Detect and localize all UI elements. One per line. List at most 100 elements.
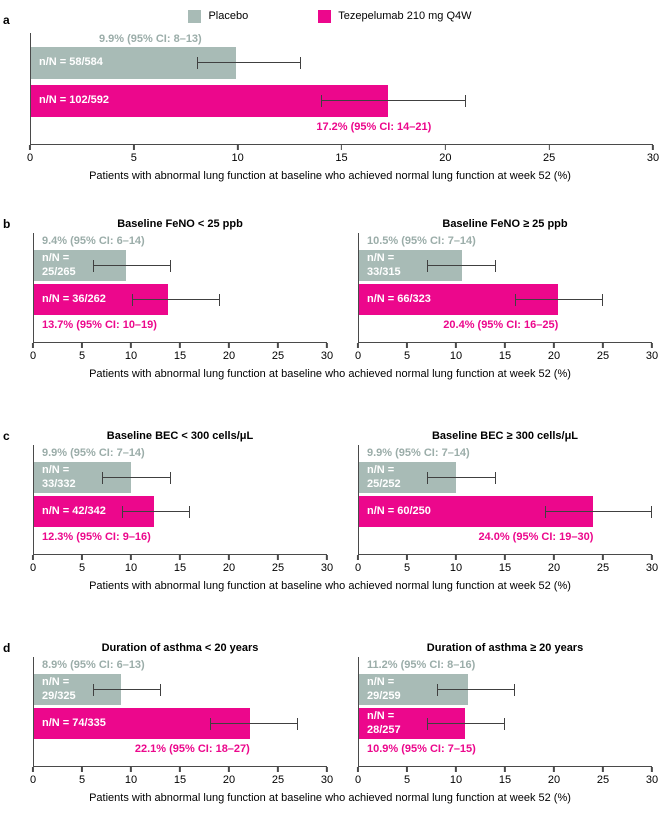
tezepelumab-ci-row: 17.2% (95% CI: 14–21): [31, 117, 653, 135]
tezepelumab-ci-row: 12.3% (95% CI: 9–16): [34, 527, 327, 547]
chart-bec-ge-300: Baseline BEC ≥ 300 cells/μL 9.9% (95% CI…: [355, 429, 658, 577]
tick-label: 5: [403, 774, 411, 786]
axis-tick: 15: [335, 145, 348, 164]
plot-area: 8.9% (95% CI: 6–13) n/N = 29/325 n/N = 7…: [33, 657, 327, 767]
chart-bec-lt-300: Baseline BEC < 300 cells/μL 9.9% (95% CI…: [29, 429, 333, 577]
placebo-ci-label: 9.4% (95% CI: 6–14): [42, 235, 145, 247]
tick-label: 0: [29, 562, 37, 574]
tick-mark: [504, 767, 506, 772]
tezepelumab-n-label: n/N = 66/323: [367, 292, 431, 305]
placebo-ci-label: 9.9% (95% CI: 7–14): [367, 447, 470, 459]
tick-mark: [406, 343, 408, 348]
tick-mark: [652, 145, 654, 150]
tezepelumab-n-label: n/N = 28/257: [367, 710, 401, 736]
x-axis: 0 5 10 15 20 25 30: [29, 555, 333, 577]
tick-label: 25: [271, 350, 285, 362]
tezepelumab-swatch-icon: [318, 9, 332, 23]
tick-mark: [326, 343, 328, 348]
tezepelumab-errorbar: [427, 717, 506, 730]
tick-mark: [455, 767, 457, 772]
axis-tick: 15: [174, 767, 186, 786]
chart-feno-ge-25: Baseline FeNO ≥ 25 ppb 10.5% (95% CI: 7–…: [355, 217, 658, 365]
axis-tick: 20: [439, 145, 451, 164]
axis-tick: 5: [79, 767, 85, 786]
tick-mark: [228, 555, 230, 560]
tick-label: 5: [78, 350, 86, 362]
tick-mark: [130, 767, 132, 772]
tezepelumab-ci-row: 24.0% (95% CI: 19–30): [359, 527, 652, 547]
tick-mark: [277, 555, 279, 560]
chart-duration-ge-20: Duration of asthma ≥ 20 years 11.2% (95%…: [355, 641, 658, 789]
axis-tick: 0: [30, 767, 36, 786]
tick-mark: [277, 767, 279, 772]
tick-mark: [455, 555, 457, 560]
tezepelumab-n-label: n/N = 42/342: [42, 504, 106, 517]
axis-tick: 10: [125, 343, 137, 362]
placebo-bar: n/N = 33/332: [34, 462, 131, 493]
tick-label: 15: [498, 562, 512, 574]
tezepelumab-ci-row: 22.1% (95% CI: 18–27): [34, 739, 327, 759]
tick-label: 25: [271, 562, 285, 574]
placebo-ci-label: 9.9% (95% CI: 7–14): [42, 447, 145, 459]
axis-tick: 25: [272, 555, 284, 574]
axis-tick: 10: [125, 555, 137, 574]
axis-tick: 25: [272, 767, 284, 786]
axis-tick: 25: [597, 343, 609, 362]
axis-tick: 10: [450, 555, 462, 574]
axis-tick: 10: [232, 145, 244, 164]
tick-mark: [444, 145, 447, 150]
chart-title: Duration of asthma ≥ 20 years: [426, 642, 584, 654]
chart-title: Duration of asthma < 20 years: [101, 642, 259, 654]
tezepelumab-errorbar: [121, 505, 191, 518]
tick-mark: [277, 343, 279, 348]
x-axis: 0 5 10 15 20 25 30: [30, 767, 333, 789]
tick-mark: [130, 343, 132, 348]
tick-label: 5: [403, 562, 411, 574]
axis-tick: 30: [647, 145, 659, 164]
tezepelumab-bar-row: n/N = 74/335: [34, 708, 327, 739]
tezepelumab-ci-label: 17.2% (95% CI: 14–21): [316, 121, 432, 133]
tezepelumab-n-label: n/N = 102/592: [39, 94, 110, 107]
tezepelumab-ci-label: 10.9% (95% CI: 7–15): [367, 743, 476, 755]
tick-label: 15: [173, 350, 187, 362]
axis-tick: 5: [79, 343, 85, 362]
tick-label: 20: [547, 774, 561, 786]
axis-tick: 15: [499, 767, 511, 786]
tick-label: 30: [645, 774, 659, 786]
legend-label-tezepelumab: Tezepelumab 210 mg Q4W: [338, 10, 472, 22]
axis-tick: 25: [597, 767, 609, 786]
placebo-ci-label: 11.2% (95% CI: 8–16): [367, 659, 476, 671]
axis-tick: 30: [321, 555, 333, 574]
tick-mark: [179, 343, 181, 348]
tick-label: 5: [78, 774, 86, 786]
axis-tick: 15: [499, 555, 511, 574]
placebo-errorbar: [92, 259, 171, 272]
tezepelumab-errorbar: [515, 293, 604, 306]
axis-tick: 20: [548, 767, 560, 786]
x-axis: 0 5 10 15 20 25 30: [355, 767, 658, 789]
tick-label: 25: [543, 152, 556, 164]
tezepelumab-n-label: n/N = 74/335: [42, 716, 106, 729]
placebo-bar: n/N = 33/315: [359, 250, 462, 281]
tick-label: 20: [222, 562, 236, 574]
tick-label: 0: [29, 350, 37, 362]
chart-title: Baseline FeNO < 25 ppb: [117, 218, 243, 230]
tick-label: 30: [320, 774, 334, 786]
tick-label: 20: [547, 562, 561, 574]
placebo-errorbar: [427, 471, 496, 484]
tezepelumab-bar: n/N = 36/262: [34, 284, 168, 315]
tick-mark: [553, 555, 555, 560]
tezepelumab-bar-row: n/N = 60/250: [359, 496, 652, 527]
axis-tick: 20: [223, 767, 235, 786]
tick-mark: [326, 767, 328, 772]
placebo-errorbar: [437, 683, 516, 696]
tick-mark: [651, 767, 653, 772]
axis-tick: 15: [174, 343, 186, 362]
panel-letter-a: a: [3, 13, 10, 27]
axis-tick: 25: [543, 145, 555, 164]
tick-label: 0: [29, 774, 37, 786]
axis-tick: 10: [125, 767, 137, 786]
tick-mark: [602, 767, 604, 772]
x-axis: 0 5 10 15 20 25 30: [27, 145, 659, 167]
tezepelumab-bar-row: n/N = 36/262: [34, 284, 327, 315]
